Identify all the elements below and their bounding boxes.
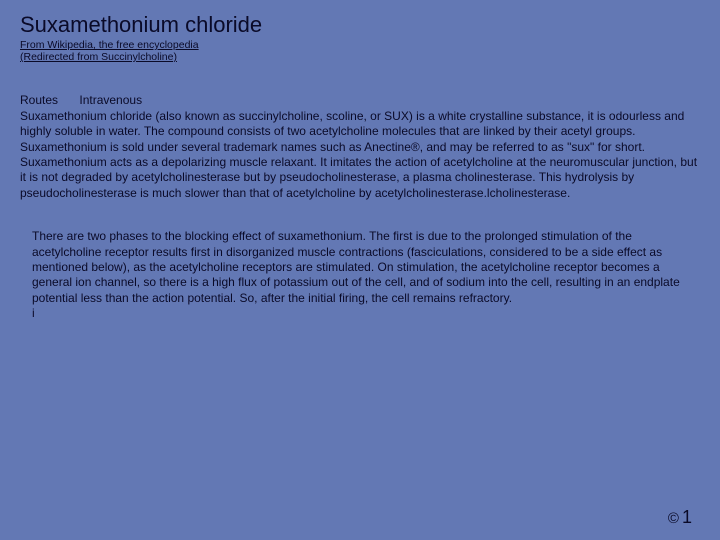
phase-text: There are two phases to the blocking eff…	[32, 229, 680, 304]
routes-value: Intravenous	[79, 93, 142, 107]
routes-row: Routes Intravenous	[20, 93, 700, 107]
page-number: 1	[682, 507, 692, 527]
phase-block: There are two phases to the blocking eff…	[20, 229, 700, 321]
body-paragraph: Suxamethonium chloride (also known as su…	[20, 109, 700, 201]
phase-trailing: i	[32, 306, 35, 320]
redirect-note: (Redirected from Succinylcholine)	[20, 51, 700, 63]
page-title: Suxamethonium chloride	[20, 12, 700, 38]
footer: ©1	[668, 507, 692, 528]
subtitle: From Wikipedia, the free encyclopedia	[20, 39, 700, 51]
copyright-icon: ©	[668, 510, 679, 527]
routes-label: Routes	[20, 93, 58, 107]
